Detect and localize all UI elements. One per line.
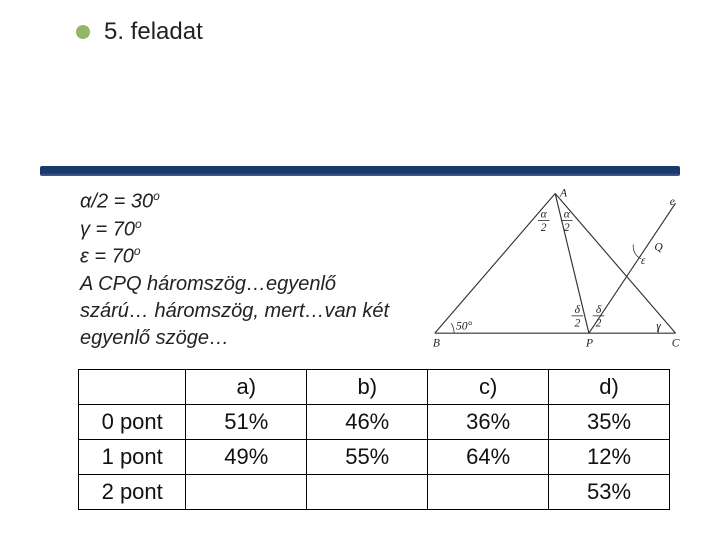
svg-text:δ: δ xyxy=(575,304,581,316)
table-cell: 64% xyxy=(428,440,549,475)
row-header-blank xyxy=(79,370,186,405)
svg-text:e: e xyxy=(670,196,675,208)
svg-text:ε: ε xyxy=(641,255,646,267)
divider-bar xyxy=(40,166,680,176)
title-bullet xyxy=(76,25,90,39)
svg-text:2: 2 xyxy=(596,317,602,329)
table-cell xyxy=(428,475,549,510)
svg-text:C: C xyxy=(672,338,680,350)
table-row: 1 pont49%55%64%12% xyxy=(79,440,670,475)
col-header: b) xyxy=(307,370,428,405)
sol-line-2: γ = 70 xyxy=(80,218,135,240)
table-cell: 46% xyxy=(307,405,428,440)
deg-sup-1: o xyxy=(153,189,160,203)
triangle-diagram: ABCPQα2α2δ2δ250°γεe xyxy=(430,188,690,363)
table-cell: 55% xyxy=(307,440,428,475)
table-cell: 53% xyxy=(549,475,670,510)
svg-text:2: 2 xyxy=(574,317,580,329)
col-header: c) xyxy=(428,370,549,405)
sol-line-1: α/2 = 30 xyxy=(80,191,153,213)
svg-text:B: B xyxy=(433,338,440,350)
table-cell: 49% xyxy=(186,440,307,475)
svg-text:2: 2 xyxy=(564,222,570,234)
table-cell xyxy=(186,475,307,510)
table-cell xyxy=(307,475,428,510)
svg-text:50°: 50° xyxy=(456,320,473,332)
row-label: 0 pont xyxy=(79,405,186,440)
svg-text:α: α xyxy=(541,209,548,221)
sol-line-3: ε = 70 xyxy=(80,246,134,268)
table-cell: 35% xyxy=(549,405,670,440)
svg-text:Q: Q xyxy=(654,241,663,253)
sol-paragraph: A CPQ háromszög…egyenlő szárú… háromszög… xyxy=(80,271,410,352)
svg-text:α: α xyxy=(564,209,571,221)
svg-text:δ: δ xyxy=(596,304,602,316)
deg-sup-2: o xyxy=(135,217,142,231)
svg-text:P: P xyxy=(585,338,593,350)
row-label: 2 pont xyxy=(79,475,186,510)
slide-title: 5. feladat xyxy=(104,18,203,46)
table-cell: 36% xyxy=(428,405,549,440)
row-label: 1 pont xyxy=(79,440,186,475)
solution-text: α/2 = 30o γ = 70o ε = 70o A CPQ háromszö… xyxy=(80,188,422,352)
table-row: 2 pont 53% xyxy=(79,475,670,510)
svg-text:A: A xyxy=(559,188,568,199)
results-table: a)b)c)d) 0 pont51%46%36%35%1 pont49%55%6… xyxy=(78,369,670,510)
deg-sup-3: o xyxy=(134,244,141,258)
col-header: a) xyxy=(186,370,307,405)
table-cell: 12% xyxy=(549,440,670,475)
table-cell: 51% xyxy=(186,405,307,440)
table-row: 0 pont51%46%36%35% xyxy=(79,405,670,440)
svg-text:2: 2 xyxy=(541,222,547,234)
col-header: d) xyxy=(549,370,670,405)
